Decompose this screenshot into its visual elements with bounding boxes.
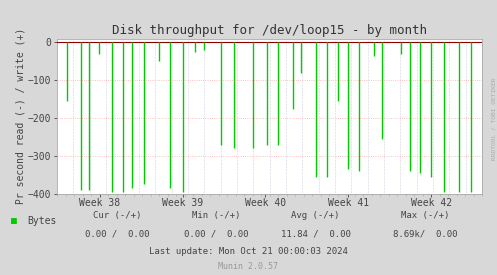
Text: 0.00 /  0.00: 0.00 / 0.00 [184, 229, 248, 238]
Text: Last update: Mon Oct 21 00:00:03 2024: Last update: Mon Oct 21 00:00:03 2024 [149, 247, 348, 256]
Text: Munin 2.0.57: Munin 2.0.57 [219, 262, 278, 271]
Text: Avg (-/+): Avg (-/+) [291, 211, 340, 220]
Text: Max (-/+): Max (-/+) [401, 211, 449, 220]
Text: 11.84 /  0.00: 11.84 / 0.00 [281, 229, 350, 238]
Y-axis label: Pr second read (-) / write (+): Pr second read (-) / write (+) [15, 28, 25, 204]
Title: Disk throughput for /dev/loop15 - by month: Disk throughput for /dev/loop15 - by mon… [112, 24, 427, 37]
Text: Min (-/+): Min (-/+) [192, 211, 241, 220]
Text: 8.69k/  0.00: 8.69k/ 0.00 [393, 229, 457, 238]
Text: ■: ■ [11, 216, 17, 226]
Text: 0.00 /  0.00: 0.00 / 0.00 [84, 229, 149, 238]
Text: Cur (-/+): Cur (-/+) [92, 211, 141, 220]
Text: Bytes: Bytes [27, 216, 57, 226]
Text: RRDTOOL / TOBI OETIKER: RRDTOOL / TOBI OETIKER [491, 77, 496, 160]
